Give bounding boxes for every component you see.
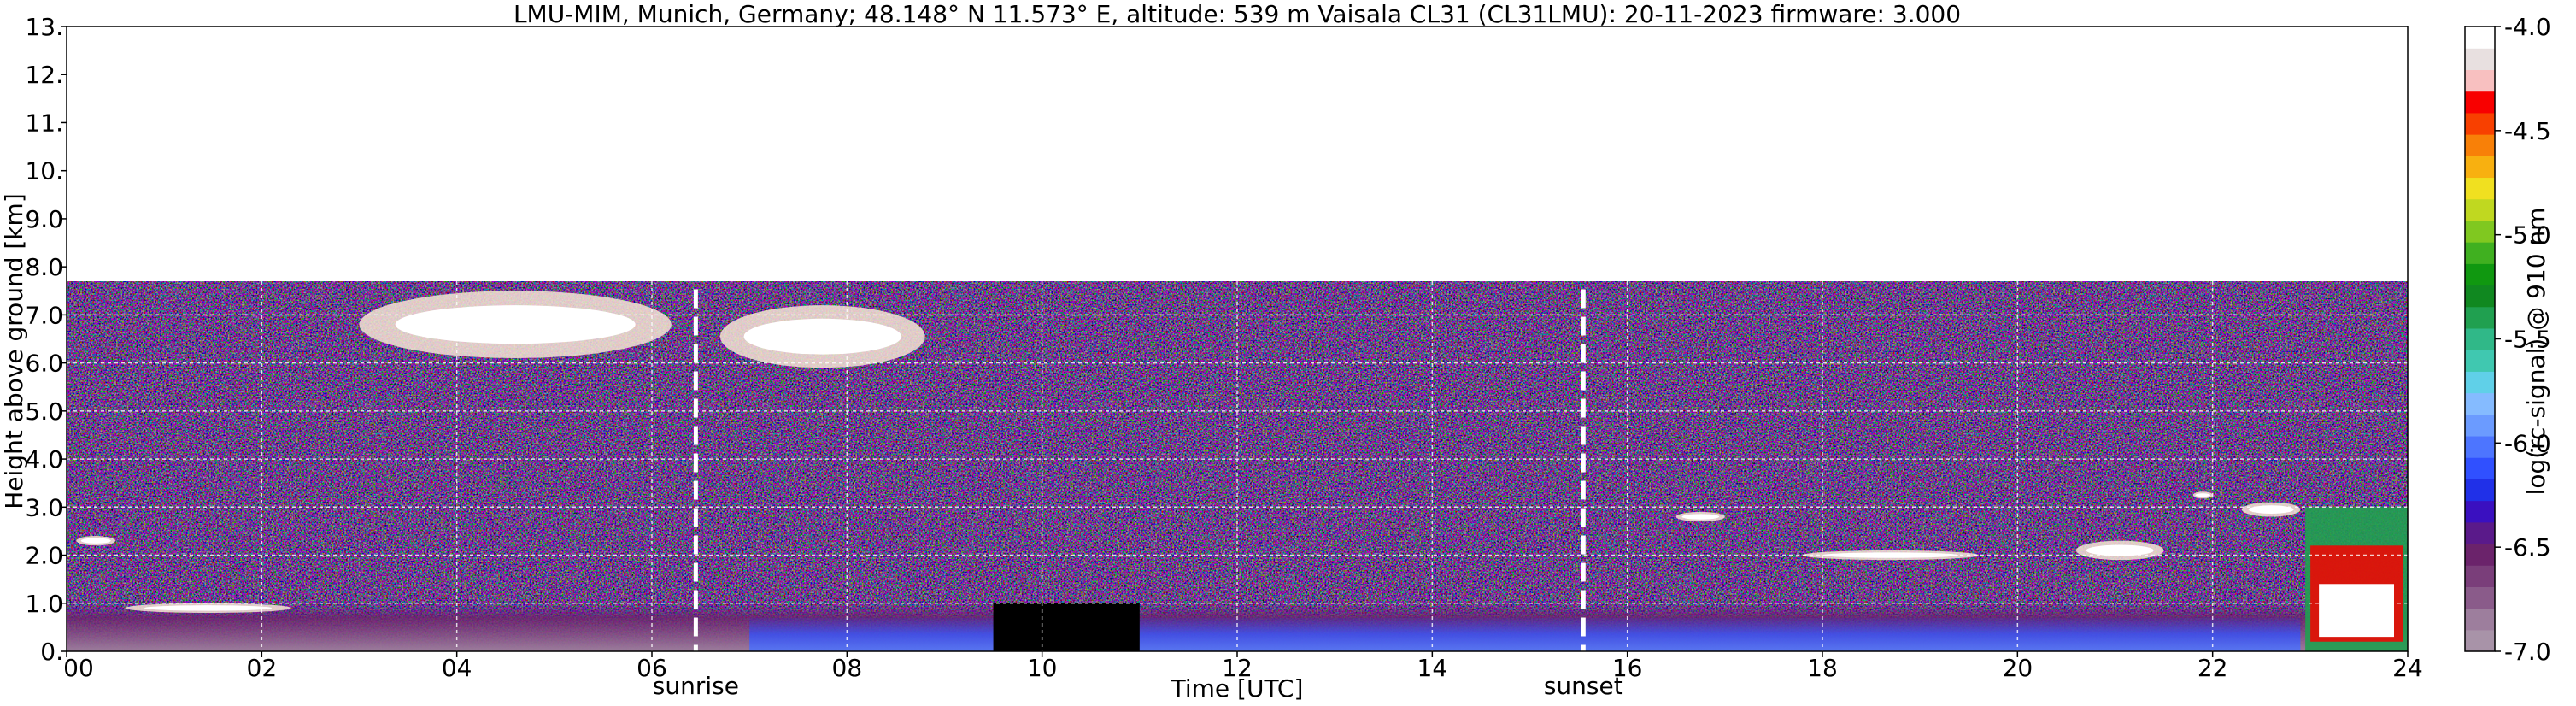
cloud-core	[144, 605, 273, 611]
missing-data-block	[993, 603, 1140, 651]
y-tick-label: 4.0	[25, 445, 63, 474]
x-tick-label: 02	[247, 654, 278, 682]
colorbar-segment	[2465, 586, 2495, 609]
y-tick-label: 8.0	[25, 253, 63, 281]
colorbar-segment	[2465, 457, 2495, 479]
cloud-core	[2086, 544, 2154, 556]
colorbar-tick-label: -6.5	[2504, 533, 2551, 562]
x-tick-label: 20	[2003, 654, 2033, 682]
y-tick-label: 5.0	[25, 397, 63, 426]
colorbar-tick-label: -5.5	[2504, 326, 2551, 354]
colorbar-segment	[2465, 306, 2495, 329]
cloud-core	[395, 305, 636, 344]
x-axis-label: Time [UTC]	[1171, 674, 1304, 703]
x-tick-label: 10	[1027, 654, 1058, 682]
colorbar-segment	[2465, 521, 2495, 544]
x-tick-label: 04	[442, 654, 472, 682]
cloud-core	[2195, 493, 2211, 497]
y-tick-label: 9.0	[25, 205, 63, 233]
colorbar: -4.0 -4.5 -5.0 -5.5 -6.0 -6.5 -7.0	[2464, 13, 2551, 666]
colorbar-segment	[2465, 371, 2495, 394]
precipitation-white	[2319, 584, 2394, 638]
y-tick-label: 1.0	[25, 590, 63, 618]
x-tick-label: 24	[2392, 654, 2423, 682]
colorbar-tick-label: -7.0	[2504, 638, 2551, 666]
colorbar-segment	[2465, 479, 2495, 502]
boundary-layer-blue	[749, 617, 2301, 651]
x-tick-label: 12	[1222, 654, 1253, 682]
y-axis-label: Height above ground [km]	[0, 193, 28, 509]
colorbar-tick-label: -4.0	[2504, 13, 2551, 41]
y-tick-label: 10.	[25, 157, 63, 185]
x-tick-label: 18	[1807, 654, 1838, 682]
y-tick-label: 3.0	[25, 493, 63, 521]
colorbar-segment	[2465, 134, 2495, 156]
y-tick-label: 12.	[25, 61, 63, 89]
colorbar-segment	[2465, 285, 2495, 308]
colorbar-segment	[2465, 177, 2495, 200]
chart-title: LMU-MIM, Munich, Germany; 48.148° N 11.5…	[513, 0, 1961, 28]
cloud-core	[80, 538, 111, 544]
cloud-core	[1822, 552, 1958, 558]
colorbar-segment	[2465, 156, 2495, 179]
colorbar-label: log(rc-signal) @ 910 nm	[2522, 208, 2550, 496]
x-tick-label: 08	[832, 654, 863, 682]
cloud-core	[1681, 514, 1720, 520]
event-label-sunrise: sunrise	[653, 672, 739, 700]
y-tick-label: 11.	[25, 109, 63, 137]
y-tick-label: 0.	[40, 638, 63, 666]
colorbar-segment	[2465, 327, 2495, 350]
y-tick-label: 13.	[25, 13, 63, 41]
x-tick-label: 00	[63, 654, 94, 682]
colorbar-tick-label: -6.0	[2504, 429, 2551, 457]
cloud-core	[743, 318, 902, 355]
x-tick-label: 06	[637, 654, 667, 682]
colorbar-segment	[2465, 350, 2495, 372]
x-tick-label: 22	[2198, 654, 2228, 682]
plot-area: sunrise sunset 00 02 04 06 08 10 12 14 16 18 20 22 24 0…	[25, 13, 2422, 700]
colorbar-segment	[2465, 263, 2495, 286]
event-label-sunset: sunset	[1544, 672, 1623, 700]
x-tick-label: 16	[1612, 654, 1643, 682]
colorbar-segment	[2465, 242, 2495, 264]
colorbar-tick-label: -5.0	[2504, 221, 2551, 250]
y-tick-label: 6.0	[25, 350, 63, 378]
colorbar-segment	[2465, 608, 2495, 631]
x-tick-label: 14	[1417, 654, 1448, 682]
colorbar-segment	[2465, 435, 2495, 458]
colorbar-segment	[2465, 629, 2495, 652]
colorbar-segment	[2465, 69, 2495, 92]
colorbar-segment	[2465, 414, 2495, 437]
colorbar-segment	[2465, 500, 2495, 523]
y-tick-label: 2.0	[25, 542, 63, 570]
colorbar-segment	[2465, 198, 2495, 221]
colorbar-segment	[2465, 565, 2495, 587]
colorbar-tick-label: -4.5	[2504, 117, 2551, 145]
colorbar-segment	[2465, 392, 2495, 415]
colorbar-segment	[2465, 91, 2495, 114]
colorbar-segment	[2465, 48, 2495, 71]
colorbar-segment	[2465, 112, 2495, 135]
y-tick-label: 7.0	[25, 301, 63, 329]
colorbar-segment	[2465, 220, 2495, 243]
colorbar-segment	[2465, 26, 2495, 49]
colorbar-segment	[2465, 543, 2495, 566]
